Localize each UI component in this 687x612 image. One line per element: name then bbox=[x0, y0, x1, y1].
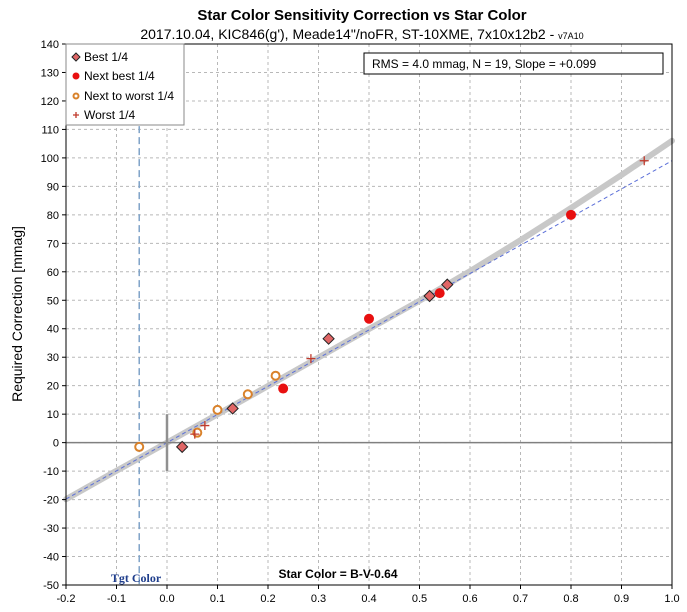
x-tick-label: 0.8 bbox=[563, 593, 578, 605]
best-point bbox=[175, 440, 189, 454]
x-tick-label: -0.1 bbox=[107, 593, 126, 605]
y-tick-label: 20 bbox=[47, 381, 59, 393]
x-tick-label: 0.7 bbox=[513, 593, 528, 605]
plot-frame bbox=[65, 43, 673, 586]
grid-layer bbox=[66, 44, 672, 585]
y-tick-label: 100 bbox=[41, 153, 59, 165]
legend-markers bbox=[71, 52, 81, 118]
x-tick-label: 0.3 bbox=[311, 593, 326, 605]
y-tick-label: 30 bbox=[47, 352, 59, 364]
y-tick-label: 110 bbox=[41, 124, 59, 136]
y-tick-label: -40 bbox=[43, 552, 59, 564]
worst-point bbox=[306, 354, 316, 364]
best-point bbox=[226, 402, 239, 415]
next-best-point bbox=[566, 209, 576, 220]
next-to-worst-point bbox=[134, 441, 145, 452]
next-to-worst-point bbox=[212, 404, 223, 415]
x-tick-label: 0.0 bbox=[159, 593, 174, 605]
legend-marker-next-to-worst bbox=[72, 92, 80, 100]
legend-label-worst: Worst 1/4 bbox=[84, 108, 135, 122]
chart-subtitle-version: v7A10 bbox=[558, 31, 584, 41]
next-best-point bbox=[364, 313, 374, 324]
worst-point bbox=[190, 429, 200, 439]
target-color-label: Tgt Color bbox=[111, 571, 162, 585]
y-tick-label: -30 bbox=[43, 523, 59, 535]
x-tick-label: 0.9 bbox=[614, 593, 629, 605]
legend-label-next-to-worst: Next to worst 1/4 bbox=[84, 89, 174, 103]
x-tick-label: 1.0 bbox=[664, 593, 679, 605]
legend-frame bbox=[65, 43, 185, 126]
ticks-layer: -0.2 -0.1 0.0 0.1 0.2 0.3 0.4 0.5 0.6 0.7 0.8 0.9 1.… bbox=[41, 39, 680, 605]
best-point bbox=[423, 289, 436, 303]
y-tick-label: 0 bbox=[53, 438, 59, 450]
worst-point bbox=[200, 421, 210, 431]
zero-layer bbox=[66, 414, 672, 472]
x-axis-caption: Star Color = B-V-0.64 bbox=[278, 567, 397, 581]
legend-label-next-best: Next best 1/4 bbox=[84, 69, 155, 83]
points-layer bbox=[134, 156, 649, 454]
y-tick-label: -50 bbox=[43, 580, 59, 592]
y-tick-label: 60 bbox=[47, 267, 59, 279]
x-tick-label: 0.4 bbox=[361, 593, 376, 605]
legend: Best 1/4 Next best 1/4 Next to worst 1/4… bbox=[65, 43, 185, 126]
stats-text: RMS = 4.0 mmag, N = 19, Slope = +0.099 bbox=[372, 57, 596, 71]
stats-box: RMS = 4.0 mmag, N = 19, Slope = +0.099 bbox=[363, 52, 664, 75]
y-tick-label: 140 bbox=[41, 39, 59, 51]
stats-box-frame bbox=[363, 52, 664, 75]
y-axis-title: Required Correction [mmag] bbox=[9, 226, 25, 402]
y-tick-label: -20 bbox=[43, 495, 59, 507]
x-tick-label: 0.6 bbox=[462, 593, 477, 605]
best-point bbox=[322, 332, 335, 345]
y-tick-label: 90 bbox=[47, 181, 59, 193]
chart-title: Star Color Sensitivity Correction vs Sta… bbox=[197, 7, 526, 24]
legend-marker-worst bbox=[73, 112, 79, 118]
y-tick-label: 120 bbox=[41, 96, 59, 108]
best-point bbox=[441, 278, 454, 291]
y-tick-label: 10 bbox=[47, 409, 59, 421]
y-tick-label: 80 bbox=[47, 210, 59, 222]
x-tick-label: -0.2 bbox=[57, 593, 76, 605]
chart-subtitle-main: 2017.10.04, KIC846(g'), Meade14"/noFR, S… bbox=[140, 26, 558, 42]
next-to-worst-point bbox=[270, 370, 281, 381]
legend-marker-best bbox=[71, 52, 81, 62]
y-tick-label: 40 bbox=[47, 324, 59, 336]
next-best-point bbox=[434, 288, 445, 299]
y-tick-label: 50 bbox=[47, 295, 59, 307]
x-tick-label: 0.2 bbox=[260, 593, 275, 605]
next-best-point bbox=[278, 383, 289, 394]
y-tick-label: -10 bbox=[43, 466, 59, 478]
x-tick-label: 0.5 bbox=[412, 593, 427, 605]
next-to-worst-point bbox=[242, 389, 253, 400]
y-tick-label: 130 bbox=[41, 67, 59, 79]
chart-subtitle: 2017.10.04, KIC846(g'), Meade14"/noFR, S… bbox=[140, 26, 583, 42]
legend-label-best: Best 1/4 bbox=[84, 50, 128, 64]
x-tick-label: 0.1 bbox=[210, 593, 225, 605]
y-tick-label: 70 bbox=[47, 238, 59, 250]
worst-point bbox=[639, 156, 649, 166]
legend-marker-next-best bbox=[72, 72, 80, 80]
